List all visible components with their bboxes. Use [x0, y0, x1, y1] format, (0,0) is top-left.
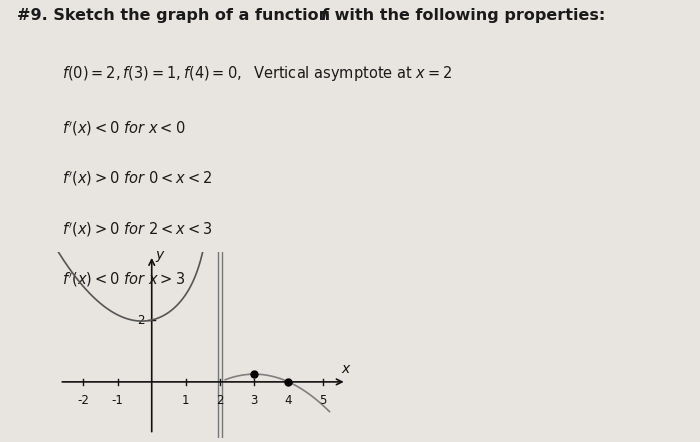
Text: $f(0) = 2, f(3) = 1, f(4) = 0,$  Vertical asymptote at $x = 2$: $f(0) = 2, f(3) = 1, f(4) = 0,$ Vertical… — [62, 64, 453, 83]
Text: y: y — [156, 248, 164, 262]
Text: 1: 1 — [182, 394, 190, 407]
Text: 4: 4 — [285, 394, 292, 407]
Text: $f'(x) < 0\ \mathit{for}\ x > 3$: $f'(x) < 0\ \mathit{for}\ x > 3$ — [62, 271, 186, 289]
Text: -1: -1 — [111, 394, 123, 407]
Text: x: x — [342, 362, 350, 376]
Text: $f'(x) > 0\ \mathit{for}\ 0 < x < 2$: $f'(x) > 0\ \mathit{for}\ 0 < x < 2$ — [62, 170, 213, 188]
Text: f: f — [320, 8, 327, 23]
Text: $f'(x) > 0\ \mathit{for}\ 2 < x < 3$: $f'(x) > 0\ \mathit{for}\ 2 < x < 3$ — [62, 220, 213, 239]
Text: with the following properties:: with the following properties: — [329, 8, 606, 23]
Text: 5: 5 — [319, 394, 326, 407]
Text: 2: 2 — [216, 394, 224, 407]
Text: -2: -2 — [78, 394, 90, 407]
Text: 3: 3 — [251, 394, 258, 407]
Text: #9. Sketch the graph of a function: #9. Sketch the graph of a function — [18, 8, 336, 23]
Text: $f'(x) < 0\ \mathit{for}\ x < 0$: $f'(x) < 0\ \mathit{for}\ x < 0$ — [62, 119, 186, 138]
Text: 2: 2 — [136, 313, 144, 327]
